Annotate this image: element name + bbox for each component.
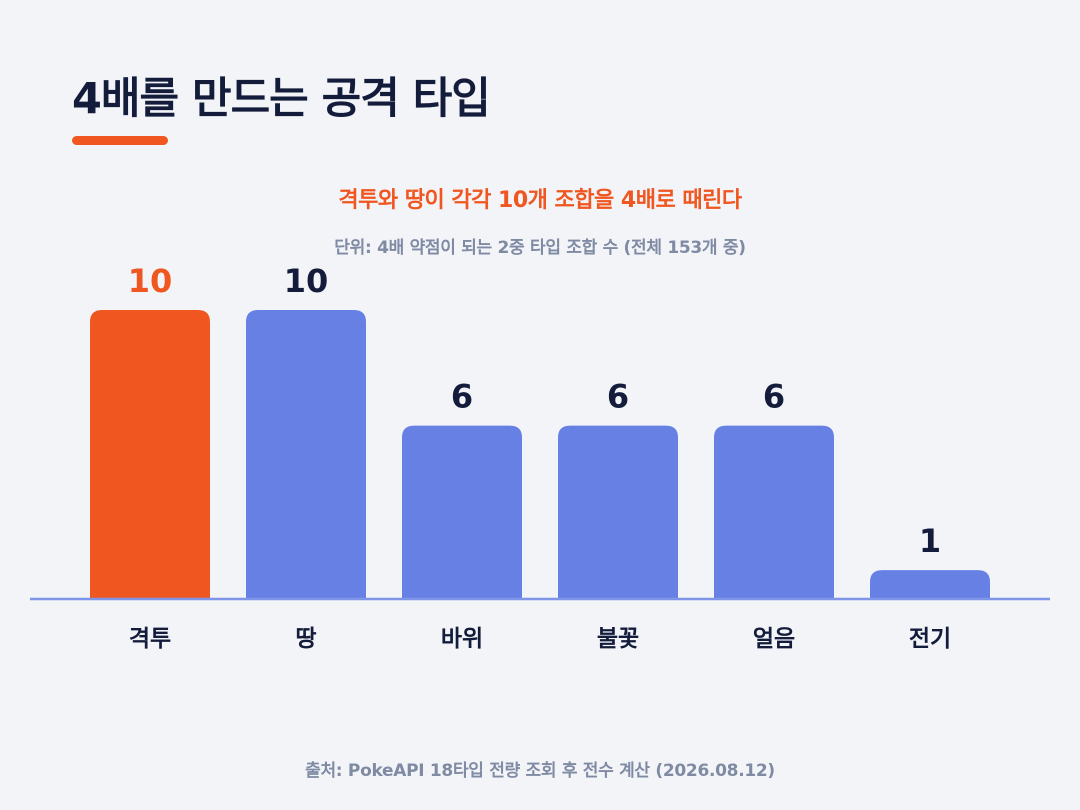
title-accent-underline (72, 136, 168, 145)
bars-group (90, 310, 990, 599)
bar-5 (714, 425, 834, 599)
category-label-5: 얼음 (753, 626, 795, 652)
source-note: 출처: PokeAPI 18타입 전량 조회 후 전수 계산 (2026.08.… (305, 761, 775, 781)
value-label-5: 6 (763, 378, 785, 416)
chart-subtitle: 격투와 땅이 각각 10개 조합을 4배로 때린다 (338, 188, 742, 213)
bar-2 (246, 310, 366, 599)
page-title: 4배를 만드는 공격 타입 (72, 74, 491, 124)
bar-4 (558, 425, 678, 599)
category-label-4: 불꽃 (597, 626, 639, 652)
bar-3 (402, 425, 522, 599)
value-label-6: 1 (919, 522, 941, 560)
value-label-4: 6 (607, 378, 629, 416)
category-label-1: 격투 (129, 626, 171, 652)
chart-unit-note: 단위: 4배 약점이 되는 2중 타입 조합 수 (전체 153개 중) (334, 238, 746, 258)
bar-6 (870, 570, 990, 599)
value-label-1: 10 (128, 262, 173, 300)
value-label-3: 6 (451, 378, 473, 416)
bar-1 (90, 310, 210, 599)
category-label-3: 바위 (441, 626, 483, 652)
category-label-2: 땅 (295, 626, 316, 652)
category-label-6: 전기 (909, 626, 951, 652)
labels-group: 10 격투 10 땅 6 바위 6 불꽃 6 얼음 1 전기 (128, 262, 951, 652)
value-label-2: 10 (284, 262, 329, 300)
